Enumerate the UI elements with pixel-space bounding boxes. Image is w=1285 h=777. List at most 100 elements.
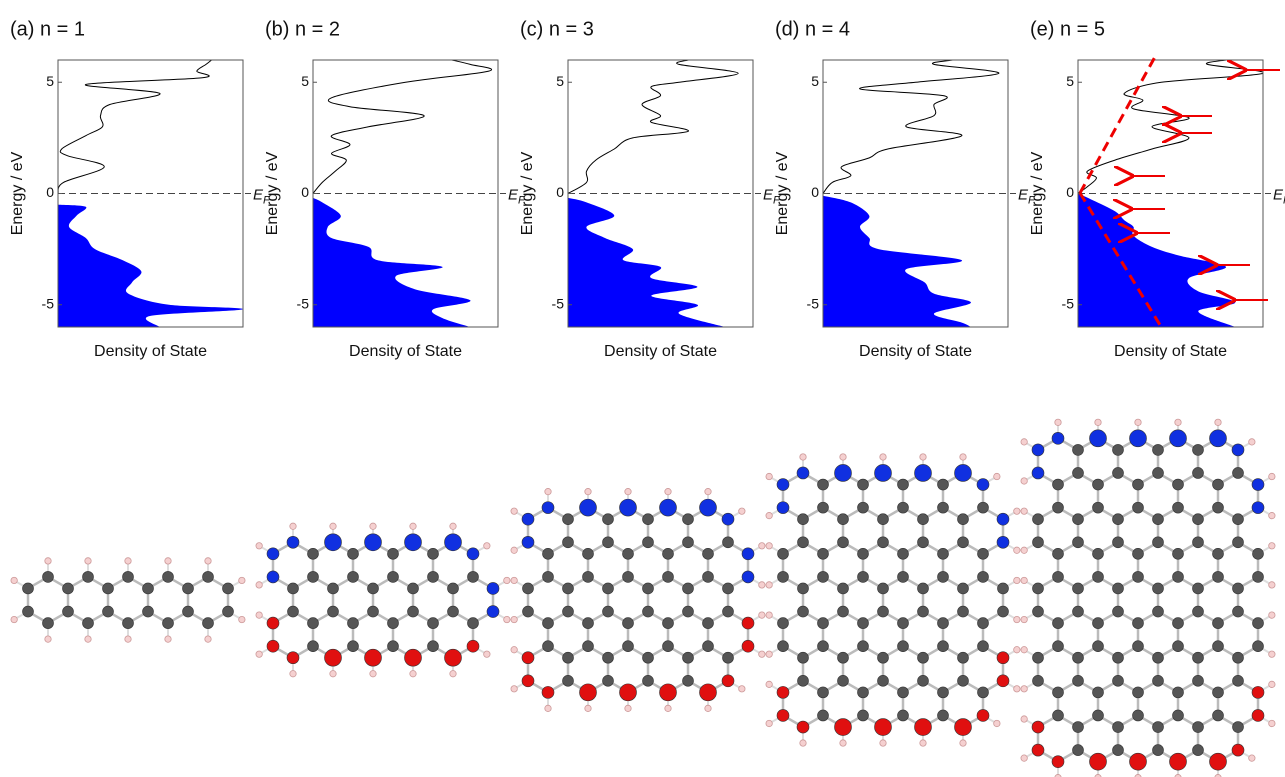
- dos-panel: (c) n = 3Energy / eVDensity of StateEF-5…: [519, 18, 781, 360]
- atom: [1193, 652, 1204, 663]
- atom: [1233, 467, 1244, 478]
- atom: [203, 618, 214, 629]
- hydrogen: [370, 671, 376, 677]
- dos-panel: (d) n = 4Energy / eVDensity of StateEF-5…: [774, 18, 1036, 360]
- atom: [1213, 618, 1224, 629]
- atom: [1032, 467, 1044, 479]
- hydrogen: [665, 705, 671, 711]
- hydrogen: [705, 488, 711, 494]
- hydrogen: [85, 636, 91, 642]
- atom: [288, 583, 299, 594]
- atom: [858, 687, 869, 698]
- atom: [1193, 467, 1204, 478]
- atom: [1073, 537, 1084, 548]
- atom: [1153, 675, 1164, 686]
- atom: [487, 582, 499, 594]
- dos-area: [313, 198, 470, 327]
- atom: [997, 675, 1009, 687]
- atom: [1233, 675, 1244, 686]
- y-tick-label: 0: [556, 184, 564, 200]
- figure: (a) n = 1Energy / eVDensity of StateEF-5…: [0, 0, 1285, 777]
- y-tick-label: -5: [42, 295, 55, 311]
- atom: [365, 649, 382, 666]
- atom: [543, 618, 554, 629]
- atom: [467, 548, 479, 560]
- atom: [683, 606, 694, 617]
- atom: [1193, 444, 1204, 455]
- atom: [722, 513, 734, 525]
- atom: [1210, 430, 1227, 447]
- atom: [1113, 722, 1124, 733]
- hydrogen: [450, 671, 456, 677]
- dos-line: [568, 60, 738, 194]
- atom: [542, 686, 554, 698]
- atom: [1193, 606, 1204, 617]
- atom: [448, 583, 459, 594]
- atom: [938, 479, 949, 490]
- atom: [742, 617, 754, 629]
- atom: [267, 571, 279, 583]
- dos-area: [568, 198, 725, 327]
- atom: [1093, 548, 1104, 559]
- atom: [938, 548, 949, 559]
- hydrogen: [1215, 419, 1221, 425]
- atom: [723, 606, 734, 617]
- atom: [603, 537, 614, 548]
- atom: [1133, 548, 1144, 559]
- atom: [563, 675, 574, 686]
- atom: [223, 583, 234, 594]
- atom: [703, 641, 714, 652]
- atom: [1252, 502, 1264, 514]
- atom: [1133, 618, 1144, 629]
- atom: [878, 514, 889, 525]
- atom: [1133, 641, 1144, 652]
- atom: [1113, 675, 1124, 686]
- atom: [1173, 548, 1184, 559]
- hydrogen: [205, 558, 211, 564]
- atom: [325, 534, 342, 551]
- hydrogen: [511, 616, 517, 622]
- atom: [428, 641, 439, 652]
- hydrogen: [840, 454, 846, 460]
- atom: [915, 464, 932, 481]
- atom: [1053, 641, 1064, 652]
- atom: [918, 537, 929, 548]
- trend-line: [1080, 55, 1156, 193]
- atom: [1213, 548, 1224, 559]
- hydrogen: [1269, 473, 1275, 479]
- atom: [448, 606, 459, 617]
- atom: [603, 675, 614, 686]
- atom: [1253, 641, 1264, 652]
- atom: [1052, 756, 1064, 768]
- atom: [838, 606, 849, 617]
- atom: [445, 649, 462, 666]
- hydrogen: [800, 454, 806, 460]
- atom: [143, 606, 154, 617]
- atom: [818, 548, 829, 559]
- atom: [955, 719, 972, 736]
- atom: [683, 537, 694, 548]
- dos-area: [58, 205, 243, 327]
- atom: [103, 606, 114, 617]
- hydrogen: [960, 740, 966, 746]
- hydrogen: [880, 454, 886, 460]
- hydrogen: [410, 523, 416, 529]
- atom: [1053, 548, 1064, 559]
- molecule: [1021, 419, 1275, 777]
- atom: [1073, 652, 1084, 663]
- atom: [348, 571, 359, 582]
- atom: [580, 499, 597, 516]
- hydrogen: [766, 681, 772, 687]
- hydrogen: [1014, 616, 1020, 622]
- atom: [838, 583, 849, 594]
- atom: [1113, 583, 1124, 594]
- atom: [1193, 537, 1204, 548]
- molecule: [256, 523, 510, 677]
- hydrogen: [1021, 547, 1027, 553]
- hydrogen: [840, 740, 846, 746]
- y-axis-label: Energy / eV: [1029, 151, 1046, 235]
- atom: [835, 719, 852, 736]
- atom: [818, 479, 829, 490]
- hydrogen: [1021, 439, 1027, 445]
